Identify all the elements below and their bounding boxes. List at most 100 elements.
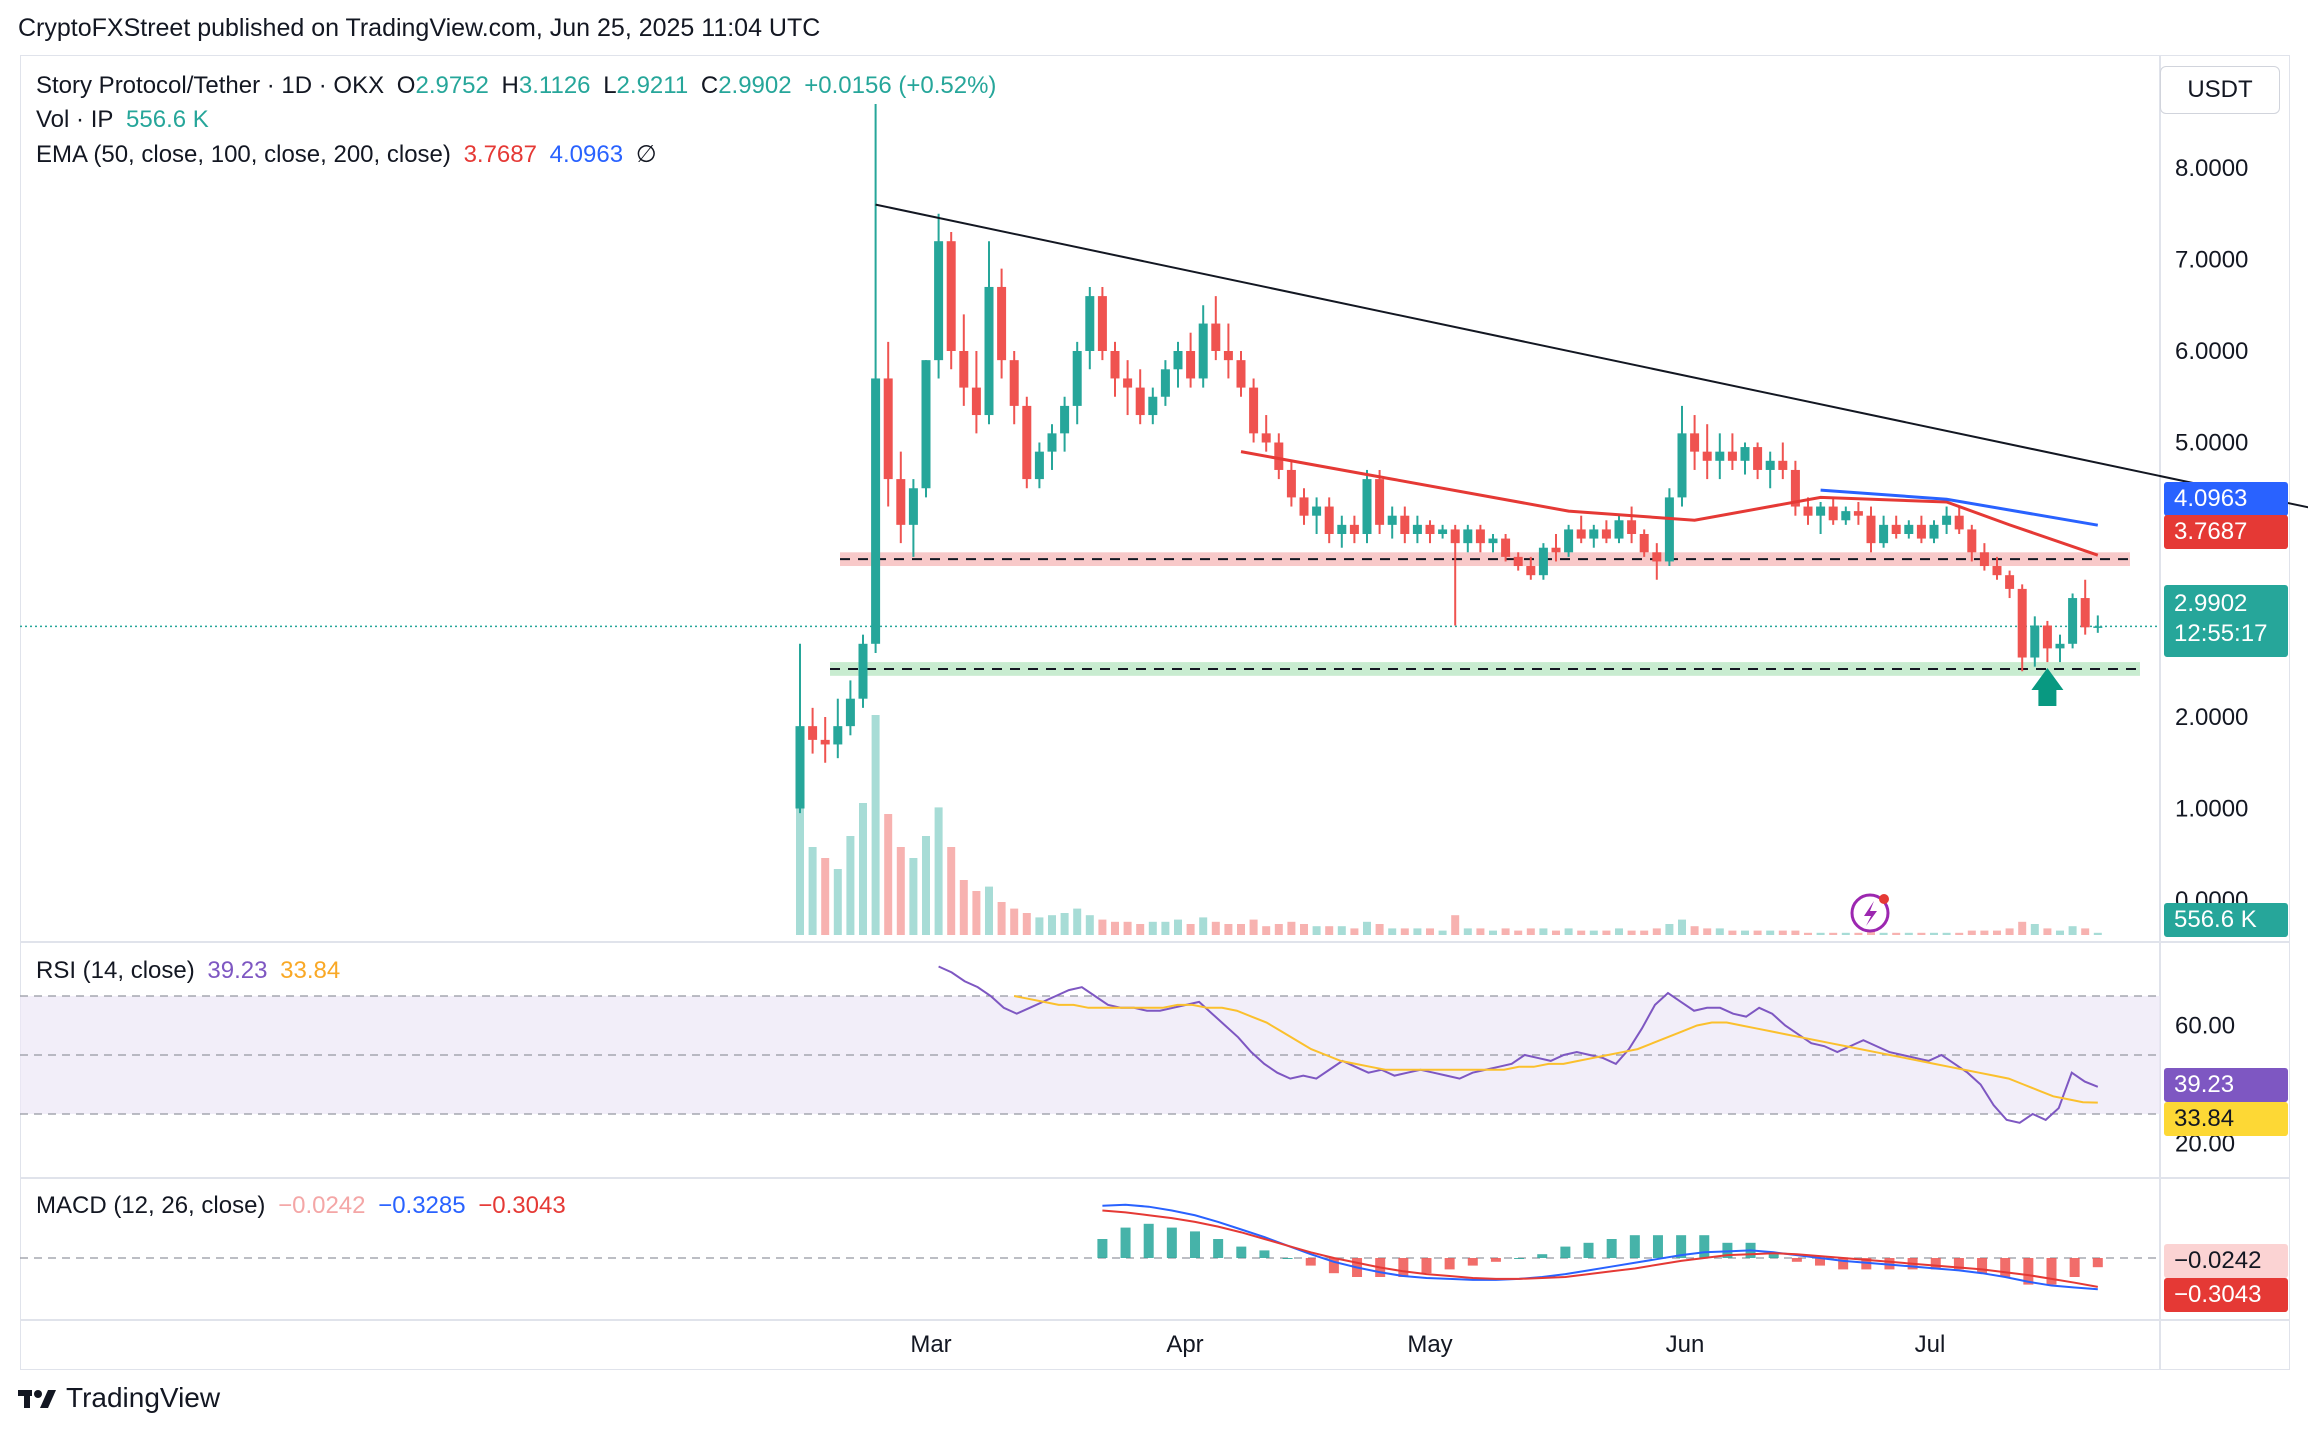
macd-histogram-bar: [1120, 1227, 1131, 1258]
volume-label[interactable]: Vol · IP: [36, 106, 114, 133]
time-axis-label: Mar: [910, 1331, 951, 1358]
candle-body: [1286, 469, 1296, 498]
volume-bar: [1451, 915, 1460, 935]
currency-selector[interactable]: USDT: [2160, 66, 2280, 114]
descending-trendline: [875, 203, 2308, 509]
volume-legend: Vol · IP 556.6 K: [36, 106, 215, 134]
high-label: H: [501, 72, 519, 99]
volume-bar: [1350, 928, 1359, 935]
volume-bar: [2043, 928, 2052, 935]
macd-histogram-bar: [1768, 1254, 1779, 1258]
volume-bar: [1955, 932, 1964, 935]
macd-histogram-bar: [1838, 1258, 1849, 1270]
volume-bar: [1148, 921, 1157, 935]
time-axis-label: Apr: [1166, 1331, 1203, 1358]
volume-bar: [1892, 932, 1901, 935]
rsi-ma-value: 33.84: [280, 957, 341, 984]
volume-bar: [2030, 924, 2039, 935]
open-label: O: [396, 72, 416, 99]
volume-price-tag: 556.6 K: [2164, 903, 2288, 937]
candle-body: [858, 643, 868, 699]
candle-body: [1475, 529, 1485, 544]
candle-body: [1942, 515, 1952, 525]
candle-body: [1526, 566, 1536, 576]
candle-body: [1488, 538, 1498, 544]
tradingview-logo[interactable]: TradingView: [18, 1382, 220, 1414]
bar-countdown: 12:55:17: [2174, 620, 2268, 647]
volume-bar: [1539, 928, 1548, 935]
volume-bar: [1085, 915, 1094, 935]
candle-body: [1664, 497, 1674, 562]
volume-bar: [871, 715, 880, 935]
macd-histogram-bar: [1652, 1235, 1663, 1258]
macd-label[interactable]: MACD (12, 26, close): [36, 1192, 266, 1219]
ema100-line: [1820, 488, 2099, 527]
candle-body: [1412, 524, 1422, 534]
volume-bar: [1678, 919, 1686, 935]
macd-histogram-bar: [2046, 1258, 2057, 1285]
candle-body: [1601, 529, 1611, 539]
chart-frame[interactable]: [20, 55, 2290, 1370]
volume-bar: [1552, 930, 1560, 935]
volume-bar: [1867, 930, 1875, 935]
volume-bar: [1123, 921, 1132, 935]
candle-body: [1727, 451, 1737, 461]
macd-histogram-bar: [2023, 1258, 2034, 1285]
candle-body: [1463, 529, 1473, 544]
volume-bar: [859, 803, 867, 935]
volume-bar: [2056, 930, 2064, 935]
candle-body: [833, 726, 843, 745]
macd-histogram-bar: [1606, 1239, 1617, 1258]
candle-body: [1954, 515, 1964, 530]
candle-body: [1803, 506, 1813, 516]
volume-bar: [1413, 928, 1422, 935]
candle-body: [1564, 529, 1574, 553]
symbol-label[interactable]: Story Protocol/Tether · 1D · OKX: [36, 72, 385, 99]
macd-histogram-bar: [2069, 1258, 2080, 1277]
candle-body: [1778, 460, 1788, 470]
macd-histogram-bar: [1305, 1258, 1316, 1266]
volume-bar: [1841, 932, 1850, 935]
candle-body: [1249, 387, 1259, 434]
candle-body: [1123, 378, 1133, 388]
candle-body: [1060, 405, 1070, 434]
rsi-label[interactable]: RSI (14, close): [36, 957, 195, 984]
volume-bar: [884, 814, 893, 935]
candle-body: [2068, 598, 2078, 644]
volume-bar: [1274, 924, 1283, 935]
macd-histogram-bar: [1514, 1258, 1525, 1259]
macd-histogram-bar: [1977, 1258, 1988, 1274]
volume-bar: [2018, 921, 2027, 935]
volume-bar: [972, 891, 981, 935]
candle-body: [1299, 497, 1309, 516]
candle-body: [1992, 566, 2002, 576]
volume-bar: [1035, 917, 1044, 935]
volume-bar: [1879, 932, 1888, 935]
macd-histogram-bar: [1537, 1254, 1548, 1258]
macd-histogram-bar: [1699, 1235, 1710, 1258]
volume-bar: [1174, 919, 1182, 935]
ema-label[interactable]: EMA (50, close, 100, close, 200, close): [36, 141, 451, 168]
volume-bar: [1300, 924, 1308, 935]
candle-body: [896, 479, 906, 525]
volume-bar: [1337, 926, 1346, 935]
volume-bar: [1804, 932, 1812, 935]
macd-value: −0.3285: [378, 1192, 466, 1219]
macd-histogram-bar: [1629, 1235, 1640, 1258]
candle-body: [2005, 575, 2015, 589]
candle-body: [934, 241, 944, 361]
volume-bar: [922, 836, 930, 935]
volume-value: 556.6 K: [126, 106, 209, 133]
macd-histogram-bar: [1236, 1246, 1247, 1258]
ema-legend: EMA (50, close, 100, close, 200, close) …: [36, 140, 663, 169]
price-tick-label: 5.0000: [2175, 430, 2248, 457]
candle-body: [1690, 433, 1700, 452]
volume-bar: [808, 847, 817, 935]
macd-histogram-bar: [1676, 1235, 1687, 1258]
candle-body: [984, 286, 994, 416]
volume-bar: [1262, 926, 1271, 935]
candle-body: [1765, 460, 1775, 470]
candle-body: [1047, 433, 1057, 452]
volume-bar: [1627, 930, 1636, 935]
